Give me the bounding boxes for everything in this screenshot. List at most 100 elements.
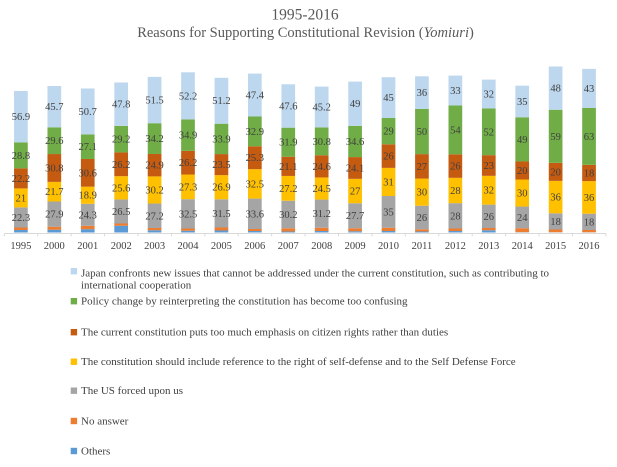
svg-text:27.3: 27.3	[179, 182, 197, 193]
svg-text:20: 20	[550, 167, 561, 178]
svg-text:2016: 2016	[579, 241, 600, 252]
svg-text:26.2: 26.2	[179, 158, 197, 169]
svg-text:24.3: 24.3	[79, 210, 97, 221]
svg-text:26: 26	[383, 152, 394, 163]
svg-text:international cooperation: international cooperation	[81, 280, 192, 292]
svg-text:Reasons for Supporting Constit: Reasons for Supporting Constitutional Re…	[137, 25, 474, 41]
svg-text:36: 36	[584, 193, 595, 204]
svg-text:24.5: 24.5	[313, 184, 331, 195]
svg-text:Policy change by reinterpretin: Policy change by reinterpreting the cons…	[81, 296, 408, 308]
svg-text:35: 35	[517, 97, 528, 108]
svg-text:29.2: 29.2	[112, 135, 130, 146]
svg-text:45: 45	[383, 93, 394, 104]
svg-text:27.7: 27.7	[346, 211, 364, 222]
svg-text:23: 23	[484, 161, 495, 172]
svg-text:28.8: 28.8	[12, 151, 30, 162]
svg-text:Japan confronts new issues tha: Japan confronts new issues that cannot b…	[81, 268, 549, 280]
svg-text:30.6: 30.6	[79, 168, 97, 179]
svg-text:21.7: 21.7	[45, 187, 63, 198]
svg-text:18: 18	[550, 217, 561, 228]
svg-text:24.6: 24.6	[313, 162, 331, 173]
svg-text:51.5: 51.5	[145, 96, 163, 107]
svg-text:30: 30	[417, 188, 428, 199]
svg-text:47.6: 47.6	[279, 102, 297, 113]
svg-text:27: 27	[417, 162, 428, 173]
svg-text:2010: 2010	[378, 241, 399, 252]
svg-text:2002: 2002	[111, 241, 132, 252]
svg-text:28: 28	[450, 186, 461, 197]
svg-text:The current constitution puts: The current constitution puts too much e…	[81, 327, 448, 339]
svg-text:45.7: 45.7	[45, 102, 63, 113]
svg-text:32: 32	[484, 90, 495, 101]
svg-text:30.8: 30.8	[45, 164, 63, 175]
svg-text:29: 29	[383, 127, 394, 138]
svg-text:Others: Others	[81, 445, 110, 457]
svg-text:2004: 2004	[178, 241, 200, 252]
svg-text:1995: 1995	[10, 241, 31, 252]
svg-text:26: 26	[417, 213, 428, 224]
svg-text:30.2: 30.2	[279, 210, 297, 221]
svg-text:50.7: 50.7	[79, 107, 97, 118]
svg-text:32.5: 32.5	[179, 209, 197, 220]
svg-text:30: 30	[517, 189, 528, 200]
svg-text:26: 26	[450, 162, 461, 173]
svg-text:34.2: 34.2	[145, 134, 163, 145]
svg-text:2007: 2007	[278, 241, 299, 252]
svg-text:2013: 2013	[478, 241, 499, 252]
svg-text:2005: 2005	[211, 241, 232, 252]
svg-text:27: 27	[350, 187, 361, 198]
svg-text:22.3: 22.3	[12, 213, 30, 224]
svg-text:2006: 2006	[244, 241, 265, 252]
svg-text:18.9: 18.9	[79, 191, 97, 202]
svg-text:26: 26	[484, 212, 495, 223]
svg-text:25.3: 25.3	[246, 153, 264, 164]
svg-text:27.1: 27.1	[79, 142, 97, 153]
svg-text:18: 18	[584, 169, 595, 180]
svg-text:34.9: 34.9	[179, 131, 197, 142]
svg-text:33: 33	[450, 86, 461, 97]
svg-text:27.2: 27.2	[279, 184, 297, 195]
svg-text:47.8: 47.8	[112, 100, 130, 111]
svg-text:21: 21	[16, 193, 27, 204]
svg-text:30.8: 30.8	[313, 137, 331, 148]
svg-text:24.1: 24.1	[346, 164, 364, 175]
svg-text:26.5: 26.5	[112, 207, 130, 218]
svg-text:29.6: 29.6	[45, 136, 63, 147]
svg-text:24.9: 24.9	[145, 161, 163, 172]
svg-text:31.2: 31.2	[313, 209, 331, 220]
svg-text:51.2: 51.2	[212, 96, 230, 107]
svg-text:36: 36	[417, 88, 428, 99]
svg-text:27.9: 27.9	[45, 210, 63, 221]
svg-text:35: 35	[383, 207, 394, 218]
svg-text:24: 24	[517, 213, 528, 224]
svg-text:36: 36	[550, 193, 561, 204]
svg-text:The US forced upon us: The US forced upon us	[81, 385, 183, 397]
svg-text:33.6: 33.6	[246, 209, 264, 220]
svg-text:2015: 2015	[545, 241, 566, 252]
svg-text:2011: 2011	[412, 241, 433, 252]
svg-text:50: 50	[417, 127, 428, 138]
svg-text:The constitution should includ: The constitution should include referenc…	[81, 356, 516, 368]
svg-text:22.2: 22.2	[12, 174, 30, 185]
svg-text:2000: 2000	[44, 241, 65, 252]
svg-text:2014: 2014	[512, 241, 534, 252]
svg-text:20: 20	[517, 166, 528, 177]
svg-text:1995-2016: 1995-2016	[271, 7, 338, 24]
svg-text:32.5: 32.5	[246, 179, 264, 190]
svg-text:56.9: 56.9	[12, 112, 30, 123]
svg-text:43: 43	[584, 84, 595, 95]
svg-text:49: 49	[350, 99, 361, 110]
svg-text:31.5: 31.5	[212, 209, 230, 220]
svg-text:52: 52	[484, 127, 495, 138]
svg-text:26.2: 26.2	[112, 160, 130, 171]
svg-text:28: 28	[450, 211, 461, 222]
svg-text:2009: 2009	[345, 241, 366, 252]
svg-text:25.6: 25.6	[112, 183, 130, 194]
svg-text:2003: 2003	[144, 241, 165, 252]
svg-text:23.5: 23.5	[212, 160, 230, 171]
svg-text:26.9: 26.9	[212, 183, 230, 194]
svg-text:31.9: 31.9	[279, 138, 297, 149]
svg-text:34.6: 34.6	[346, 137, 364, 148]
svg-text:No answer: No answer	[81, 415, 129, 427]
svg-text:2001: 2001	[77, 241, 98, 252]
